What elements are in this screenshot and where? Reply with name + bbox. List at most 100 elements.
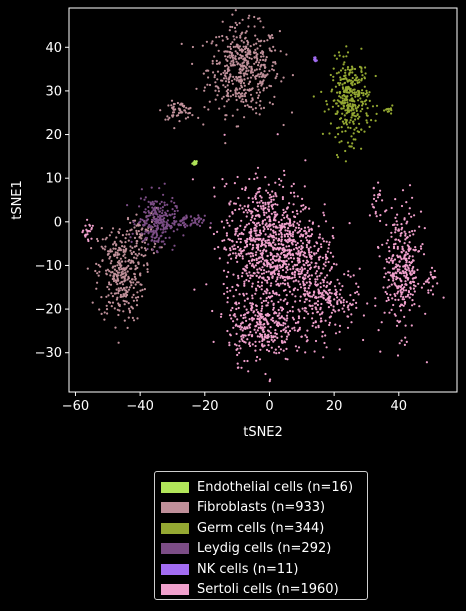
- data-point: [250, 304, 253, 307]
- data-point: [294, 240, 297, 243]
- data-point: [233, 64, 236, 67]
- data-point: [339, 288, 342, 291]
- data-point: [120, 295, 123, 298]
- data-point: [126, 270, 129, 273]
- data-point: [255, 214, 258, 217]
- data-point: [401, 287, 405, 290]
- data-point: [249, 344, 252, 348]
- data-point: [137, 261, 140, 264]
- data-point: [84, 235, 87, 238]
- data-point: [278, 257, 281, 261]
- data-point: [300, 335, 303, 338]
- data-point: [259, 249, 262, 252]
- data-point: [299, 210, 302, 213]
- data-point: [246, 61, 249, 64]
- data-point: [156, 251, 159, 254]
- data-point: [262, 89, 265, 92]
- data-point: [242, 100, 245, 104]
- data-point: [229, 73, 232, 76]
- data-point: [342, 90, 345, 93]
- data-point: [105, 304, 108, 307]
- data-point: [87, 239, 90, 243]
- data-point: [293, 195, 296, 198]
- data-point: [112, 243, 115, 246]
- data-point: [86, 230, 89, 233]
- data-point: [289, 309, 292, 313]
- data-point: [405, 272, 408, 275]
- data-point: [95, 262, 98, 265]
- data-point: [338, 298, 341, 301]
- data-point: [337, 126, 340, 129]
- data-point: [402, 270, 405, 273]
- data-point: [317, 267, 320, 270]
- data-point: [158, 187, 161, 190]
- data-point: [232, 320, 235, 323]
- data-point: [360, 70, 363, 73]
- data-point: [147, 232, 150, 235]
- data-point: [326, 293, 329, 296]
- data-point: [108, 270, 111, 273]
- data-point: [396, 292, 399, 295]
- data-point: [286, 268, 289, 271]
- data-point: [130, 278, 134, 281]
- data-point: [346, 51, 350, 54]
- data-point: [389, 293, 392, 296]
- data-point: [419, 245, 422, 248]
- data-point: [90, 228, 93, 231]
- data-point: [235, 79, 238, 82]
- data-point: [247, 69, 250, 72]
- data-point: [280, 179, 283, 182]
- data-point: [424, 312, 427, 315]
- data-point: [166, 209, 169, 212]
- data-point: [413, 303, 416, 306]
- data-point: [156, 221, 159, 224]
- data-point: [348, 121, 351, 124]
- data-point: [283, 318, 286, 321]
- data-point: [395, 272, 398, 275]
- data-point: [275, 213, 278, 217]
- data-point: [251, 297, 254, 300]
- data-point: [191, 45, 194, 49]
- data-point: [320, 295, 323, 298]
- data-point: [343, 99, 347, 102]
- data-point: [275, 75, 278, 78]
- data-point: [223, 69, 226, 72]
- data-point: [142, 255, 145, 258]
- data-point: [226, 88, 230, 91]
- data-point: [145, 219, 148, 222]
- data-point: [168, 116, 171, 119]
- data-point: [232, 326, 235, 329]
- data-point: [335, 153, 339, 157]
- data-point: [405, 268, 408, 272]
- data-point: [266, 191, 270, 194]
- data-point: [277, 274, 280, 277]
- data-point: [334, 310, 337, 313]
- data-point: [350, 106, 354, 109]
- data-point: [96, 272, 99, 275]
- data-point: [282, 299, 285, 302]
- data-point: [242, 316, 245, 320]
- data-point: [341, 120, 344, 123]
- data-point: [109, 255, 112, 258]
- data-point: [241, 98, 244, 101]
- data-point: [401, 247, 404, 250]
- data-point: [368, 99, 371, 102]
- data-point: [314, 339, 318, 343]
- data-point: [399, 295, 402, 298]
- data-point: [309, 295, 312, 298]
- data-point: [260, 288, 263, 291]
- data-point: [396, 268, 399, 271]
- data-point: [136, 291, 139, 294]
- data-point: [284, 276, 288, 279]
- data-point: [314, 306, 317, 309]
- data-point: [235, 87, 238, 90]
- data-point: [273, 272, 276, 276]
- data-point: [350, 116, 353, 119]
- data-point: [269, 220, 272, 223]
- data-point: [265, 304, 268, 307]
- data-point: [240, 231, 243, 234]
- data-point: [346, 88, 349, 91]
- data-point: [282, 76, 285, 79]
- data-point: [173, 244, 176, 247]
- data-point: [329, 280, 333, 284]
